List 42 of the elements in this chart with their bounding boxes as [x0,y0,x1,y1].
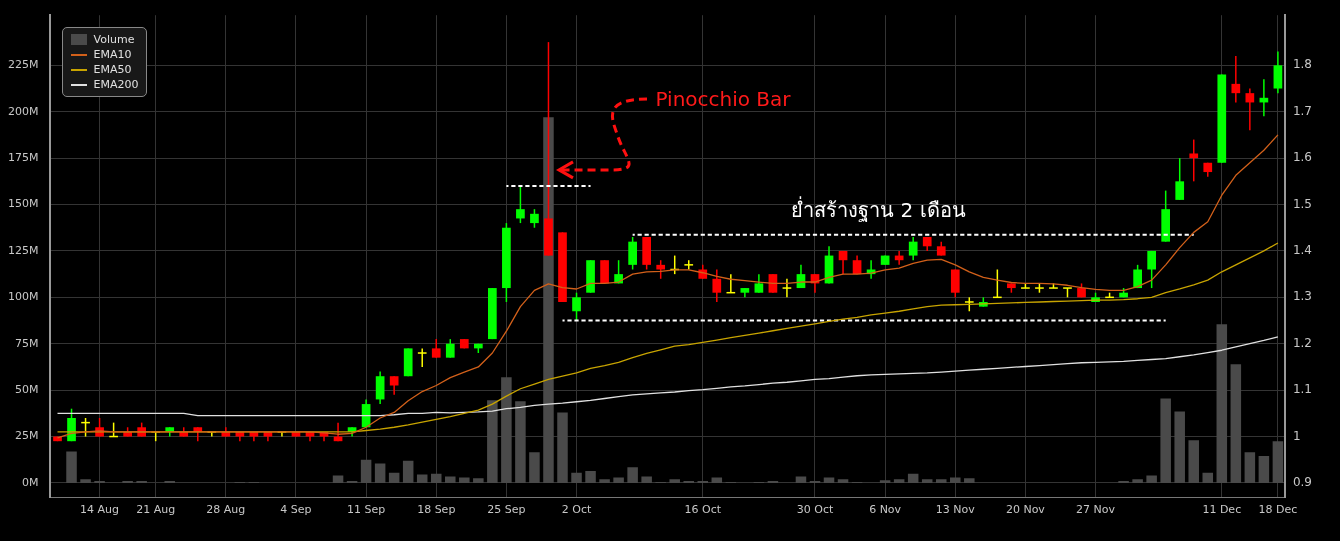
y-tick-label: 1.1 [1292,382,1313,397]
y-tick-label: 1.3 [1292,289,1313,304]
legend-label: Volume [93,33,135,47]
y-tick-label: 1.8 [1292,57,1313,72]
x-tick-label: 11 Dec [1202,503,1242,517]
y-tick-label: 1.2 [1292,335,1313,350]
y2-tick-label: 25M [14,429,39,443]
y2-tick-label: 100M [7,290,39,304]
legend-label: EMA200 [93,78,139,92]
x-tick-label: 16 Oct [684,503,722,517]
y2-tick-label: 175M [7,150,39,164]
y-tick-label: 1.6 [1292,150,1313,165]
x-tick-label: 20 Nov [1005,503,1046,517]
x-tick-label: 14 Aug [80,503,120,517]
y-tick-label: 1.7 [1292,103,1313,118]
y2-tick-label: 0M [21,475,39,489]
x-tick-label: 28 Aug [206,503,246,517]
x-tick-label: 6 Nov [869,503,902,517]
x-tick-label: 2 Oct [561,503,592,517]
y2-tick-label: 125M [7,243,39,257]
y-tick-label: 1.4 [1292,243,1313,258]
y-tick-label: 0.9 [1292,475,1313,490]
legend-label: EMA50 [93,63,132,77]
legend-label: EMA10 [93,48,132,62]
x-tick-label: 18 Dec [1258,503,1298,517]
x-tick-label: 4 Sep [280,503,312,517]
y-tick-label: 1.5 [1292,196,1313,211]
y2-tick-label: 150M [7,197,39,211]
y-tick-label: 1 [1292,428,1301,443]
x-tick-label: 11 Sep [346,503,386,517]
x-tick-label: 21 Aug [136,503,176,517]
annotation: ย่ำสร้างฐาน 2 เดือน [791,195,966,224]
y2-tick-label: 75M [14,336,39,350]
y2-tick-label: 225M [7,58,39,72]
x-tick-label: 18 Sep [417,503,456,517]
y2-tick-label: 50M [14,383,39,396]
x-tick-label: 13 Nov [935,503,976,517]
x-tick-label: 25 Sep [487,503,526,517]
annotation: Pinocchio Bar [655,87,791,112]
x-tick-label: 30 Oct [796,503,834,517]
x-tick-label: 27 Nov [1076,503,1116,517]
y2-tick-label: 200M [7,104,39,118]
